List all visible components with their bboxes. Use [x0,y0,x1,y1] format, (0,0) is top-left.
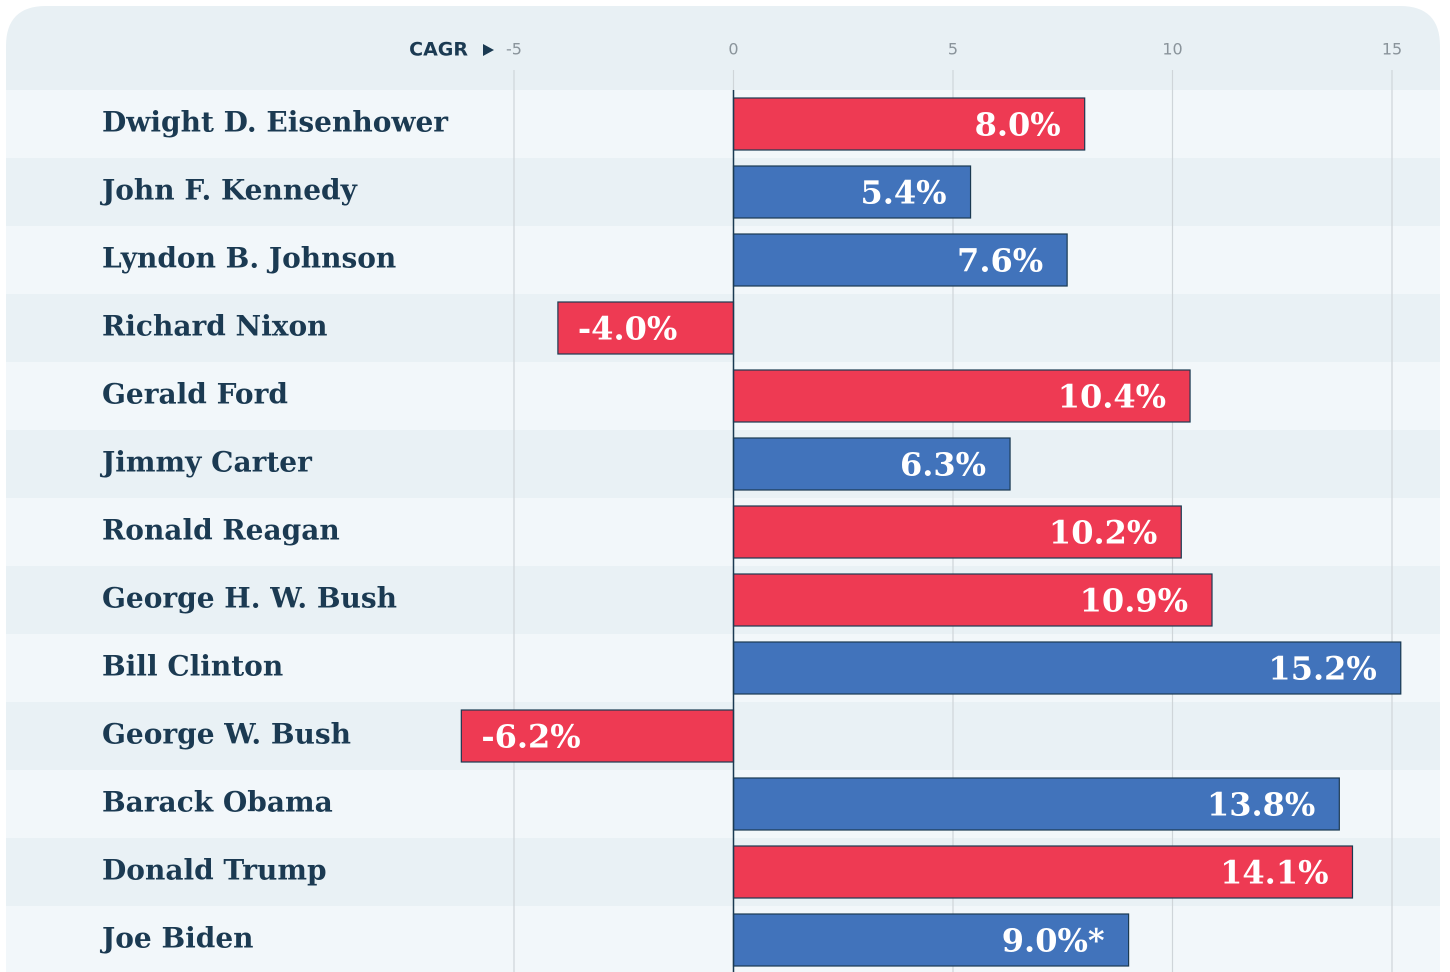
x-axis-label: CAGR [409,39,468,61]
category-label: Jimmy Carter [99,446,313,479]
row-band [6,498,1440,566]
bar [732,845,1354,899]
value-label: 14.1% [1220,854,1328,892]
bar [732,165,972,219]
x-tick-label: 0 [728,40,738,59]
category-label: Gerald Ford [102,378,288,411]
bar [557,301,735,355]
value-label: 13.8% [1207,786,1315,824]
value-label: 10.4% [1058,378,1166,416]
x-tick-label: 10 [1162,40,1182,59]
category-label: George W. Bush [102,718,351,751]
row-band [6,226,1440,294]
value-label: 8.0% [975,106,1061,144]
category-label: Donald Trump [102,854,327,887]
x-tick-label: -5 [506,40,522,59]
bar [732,641,1402,695]
category-label: Joe Biden [99,922,254,955]
row-band [6,158,1440,226]
x-tick-label: 5 [948,40,958,59]
bar [732,913,1130,967]
category-label: Ronald Reagan [102,514,340,547]
bar [460,709,735,763]
category-label: Dwight D. Eisenhower [102,106,449,139]
category-label: Lyndon B. Johnson [102,242,396,275]
value-label: -4.0% [578,310,677,348]
category-label: Bill Clinton [102,650,283,683]
category-label: George H. W. Bush [102,582,397,615]
category-label: Richard Nixon [102,310,328,343]
value-label: 5.4% [860,174,946,212]
bar [732,97,1086,151]
bar [732,369,1191,423]
row-band [6,90,1440,158]
row-band [6,362,1440,430]
value-label: 9.0%* [1002,922,1105,960]
value-label: 6.3% [900,446,986,484]
row-band [6,906,1440,972]
value-label: 10.9% [1080,582,1188,620]
value-label: 15.2% [1268,650,1376,688]
bar [732,437,1011,491]
x-tick-label: 15 [1382,40,1402,59]
bar [732,233,1068,287]
axis-arrow [483,44,494,56]
category-label: Barack Obama [102,786,333,819]
bar [732,573,1213,627]
value-label: -6.2% [481,718,580,756]
bar [732,505,1182,559]
value-label: 10.2% [1049,514,1157,552]
row-band [6,430,1440,498]
value-label: 7.6% [957,242,1043,280]
category-label: John F. Kennedy [99,174,358,207]
bar [732,777,1340,831]
